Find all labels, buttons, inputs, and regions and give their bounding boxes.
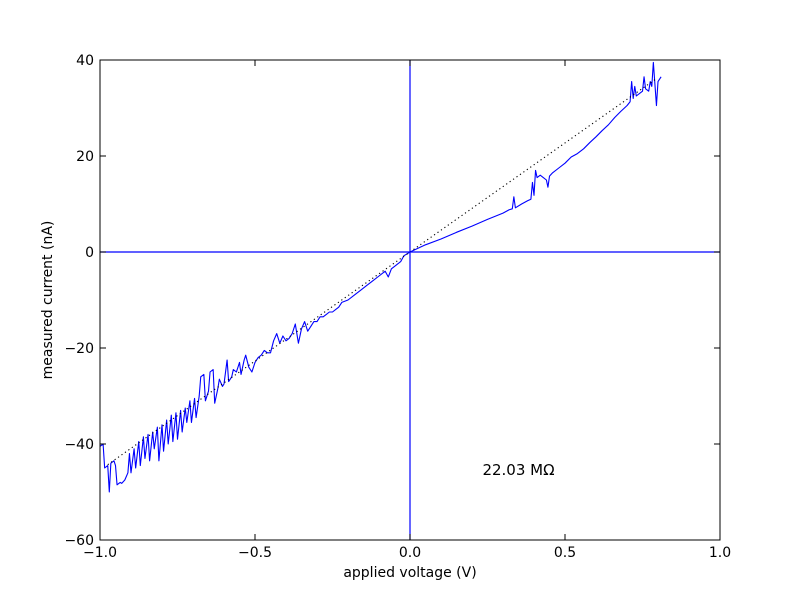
y-tick-label: −40 bbox=[64, 437, 94, 453]
y-axis-label: measured current (nA) bbox=[40, 221, 56, 380]
y-tick-label: 20 bbox=[76, 149, 94, 165]
y-tick-label: −20 bbox=[64, 341, 94, 357]
y-tick-label: −60 bbox=[64, 533, 94, 549]
x-tick-label: 0.5 bbox=[554, 545, 576, 561]
measurement-series-line bbox=[100, 61, 662, 493]
x-tick-label: 1.0 bbox=[709, 545, 731, 561]
ticks-layer: −1.0 −0.5 0.0 0.5 1.0 −60 −40 −20 0 20 40 22.03 MΩ bbox=[64, 53, 731, 561]
x-axis-label: applied voltage (V) bbox=[343, 565, 476, 581]
x-tick-label: 0.0 bbox=[399, 545, 421, 561]
x-tick-label: −0.5 bbox=[238, 545, 272, 561]
plot-inner bbox=[100, 60, 720, 540]
y-tick-label: 40 bbox=[76, 53, 94, 69]
x-tick-label: −1.0 bbox=[83, 545, 117, 561]
resistance-annotation: 22.03 MΩ bbox=[482, 461, 554, 479]
y-tick-label: 0 bbox=[85, 245, 94, 261]
